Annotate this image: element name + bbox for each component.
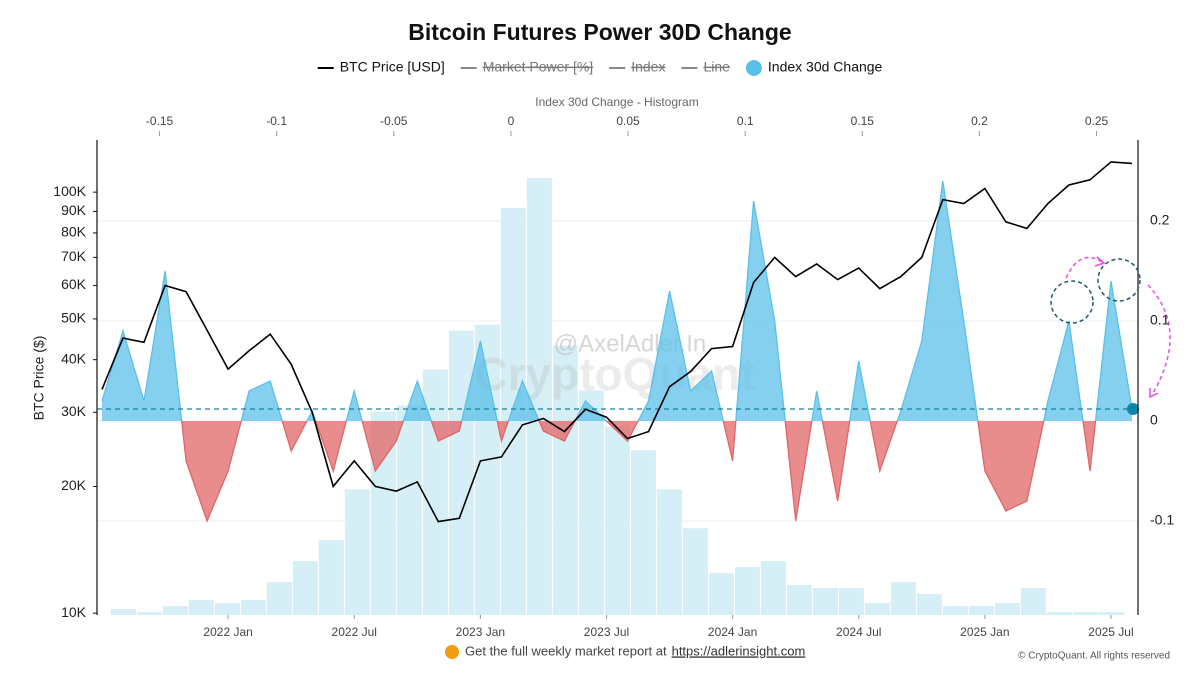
top-tick-label: 0.1 <box>737 114 754 128</box>
histogram-bar <box>994 603 1020 615</box>
annotation-arrow <box>1065 256 1103 279</box>
x-tick-label: 2023 Jan <box>456 625 505 639</box>
top-tick-label: -0.05 <box>380 114 408 128</box>
histogram-bar <box>812 588 838 615</box>
histogram-bar <box>760 561 786 615</box>
histogram-bar <box>136 612 162 615</box>
annotation-circle <box>1097 258 1141 302</box>
plot <box>97 161 1139 523</box>
chart-title: Bitcoin Futures Power 30D Change <box>408 19 791 45</box>
y-tick-label: 40K <box>61 350 87 366</box>
y2-tick-label: 0 <box>1150 412 1158 428</box>
annotation-arrowhead <box>1094 256 1159 399</box>
x-tick-label: 2022 Jul <box>332 625 377 639</box>
legend-swatch <box>745 60 762 76</box>
histogram-bar <box>630 450 656 615</box>
histogram-bar <box>708 573 734 615</box>
histogram-bar <box>162 606 188 615</box>
top-axis-title: Index 30d Change - Histogram <box>535 95 698 109</box>
y-tick-label: 10K <box>61 604 87 620</box>
histogram-bar <box>734 567 760 615</box>
legend-label: Index 30d Change <box>768 59 883 75</box>
top-tick-label: -0.1 <box>266 114 287 128</box>
histogram-bar <box>448 330 474 615</box>
histogram-bar <box>942 606 968 615</box>
histogram-bar <box>864 603 890 615</box>
x-tick-label: 2024 Jan <box>708 625 757 639</box>
legend-label: Market Power [%] <box>483 59 593 75</box>
histogram-bar <box>916 594 942 615</box>
histogram-bar <box>968 606 994 615</box>
y-tick-label: 90K <box>61 202 87 218</box>
histogram-bar <box>344 489 370 615</box>
top-tick-label: 0 <box>508 114 515 128</box>
histogram-bar <box>240 600 266 615</box>
legend-item[interactable]: Index 30d Change <box>745 59 883 76</box>
x-tick-label: 2024 Jul <box>836 625 881 639</box>
legend-item[interactable]: Line <box>681 59 730 75</box>
footer-link[interactable]: https://adlerinsight.com <box>672 643 806 658</box>
x-tick-label: 2022 Jan <box>203 625 252 639</box>
histogram-bar <box>1046 612 1072 615</box>
histogram-bar <box>292 561 318 615</box>
histogram-bar <box>110 609 136 615</box>
y-tick-label: 20K <box>61 477 87 493</box>
top-tick-label: 0.2 <box>971 114 988 128</box>
annotation <box>1050 256 1171 399</box>
histogram-bar <box>656 489 682 615</box>
top-tick-label: 0.15 <box>851 114 875 128</box>
histogram-bar <box>890 582 916 615</box>
top-tick-label: 0.05 <box>616 114 640 128</box>
y2-tick-label: 0.2 <box>1150 212 1170 228</box>
histogram-bar <box>1020 588 1046 615</box>
legend-label: BTC Price [USD] <box>340 59 445 75</box>
legend: BTC Price [USD] Market Power [%] Index Line… <box>317 59 883 76</box>
price-line <box>101 161 1133 523</box>
copyright: © CryptoQuant. All rights reserved <box>1018 651 1170 662</box>
area-negative <box>102 421 1132 521</box>
legend-item[interactable]: Index <box>609 59 665 75</box>
area-edge <box>181 421 1097 523</box>
histogram-bar <box>1072 612 1098 615</box>
histogram-bar <box>1098 612 1124 615</box>
annotation-arrow <box>1147 284 1171 396</box>
y2-tick-label: 0.1 <box>1150 312 1170 328</box>
last-value-dot <box>1127 403 1139 415</box>
y-tick-label: 30K <box>61 403 87 419</box>
histogram-bar <box>838 588 864 615</box>
y-tick-label: 50K <box>61 310 87 326</box>
histogram-bar <box>578 390 604 615</box>
legend-label: Index <box>631 59 665 75</box>
histogram-bar <box>214 603 240 615</box>
legend-label: Line <box>703 59 730 75</box>
histogram-bar <box>604 426 630 615</box>
histogram-bar <box>188 600 214 615</box>
footer-icon <box>445 645 459 659</box>
histogram-bar <box>786 585 812 615</box>
histogram-bar <box>526 178 552 615</box>
y-tick-label: 70K <box>61 248 87 264</box>
histogram-bar <box>682 528 708 615</box>
x-tick-label: 2025 Jan <box>960 625 1009 639</box>
annotation-circle <box>1050 280 1094 324</box>
histogram-bar <box>396 405 422 615</box>
footer-text: Get the full weekly market report at <box>465 643 667 658</box>
y2-tick-label: -0.1 <box>1150 512 1174 528</box>
histogram-bar <box>318 540 344 615</box>
x-tick-label: 2025 Jul <box>1088 625 1133 639</box>
area-edge <box>101 180 1133 421</box>
y-axis-title: BTC Price ($) <box>31 336 47 421</box>
legend-item[interactable]: BTC Price [USD] <box>317 59 445 75</box>
histogram-bar <box>266 582 292 615</box>
x-tick-label: 2023 Jul <box>584 625 629 639</box>
y-tick-label: 60K <box>61 276 87 292</box>
y-tick-label: 100K <box>53 183 86 199</box>
legend-item[interactable]: Market Power [%] <box>460 59 593 75</box>
y-tick-label: 80K <box>61 224 87 240</box>
histogram-bar <box>552 345 578 615</box>
top-tick-label: 0.25 <box>1085 114 1109 128</box>
top-tick-label: -0.15 <box>146 114 174 128</box>
